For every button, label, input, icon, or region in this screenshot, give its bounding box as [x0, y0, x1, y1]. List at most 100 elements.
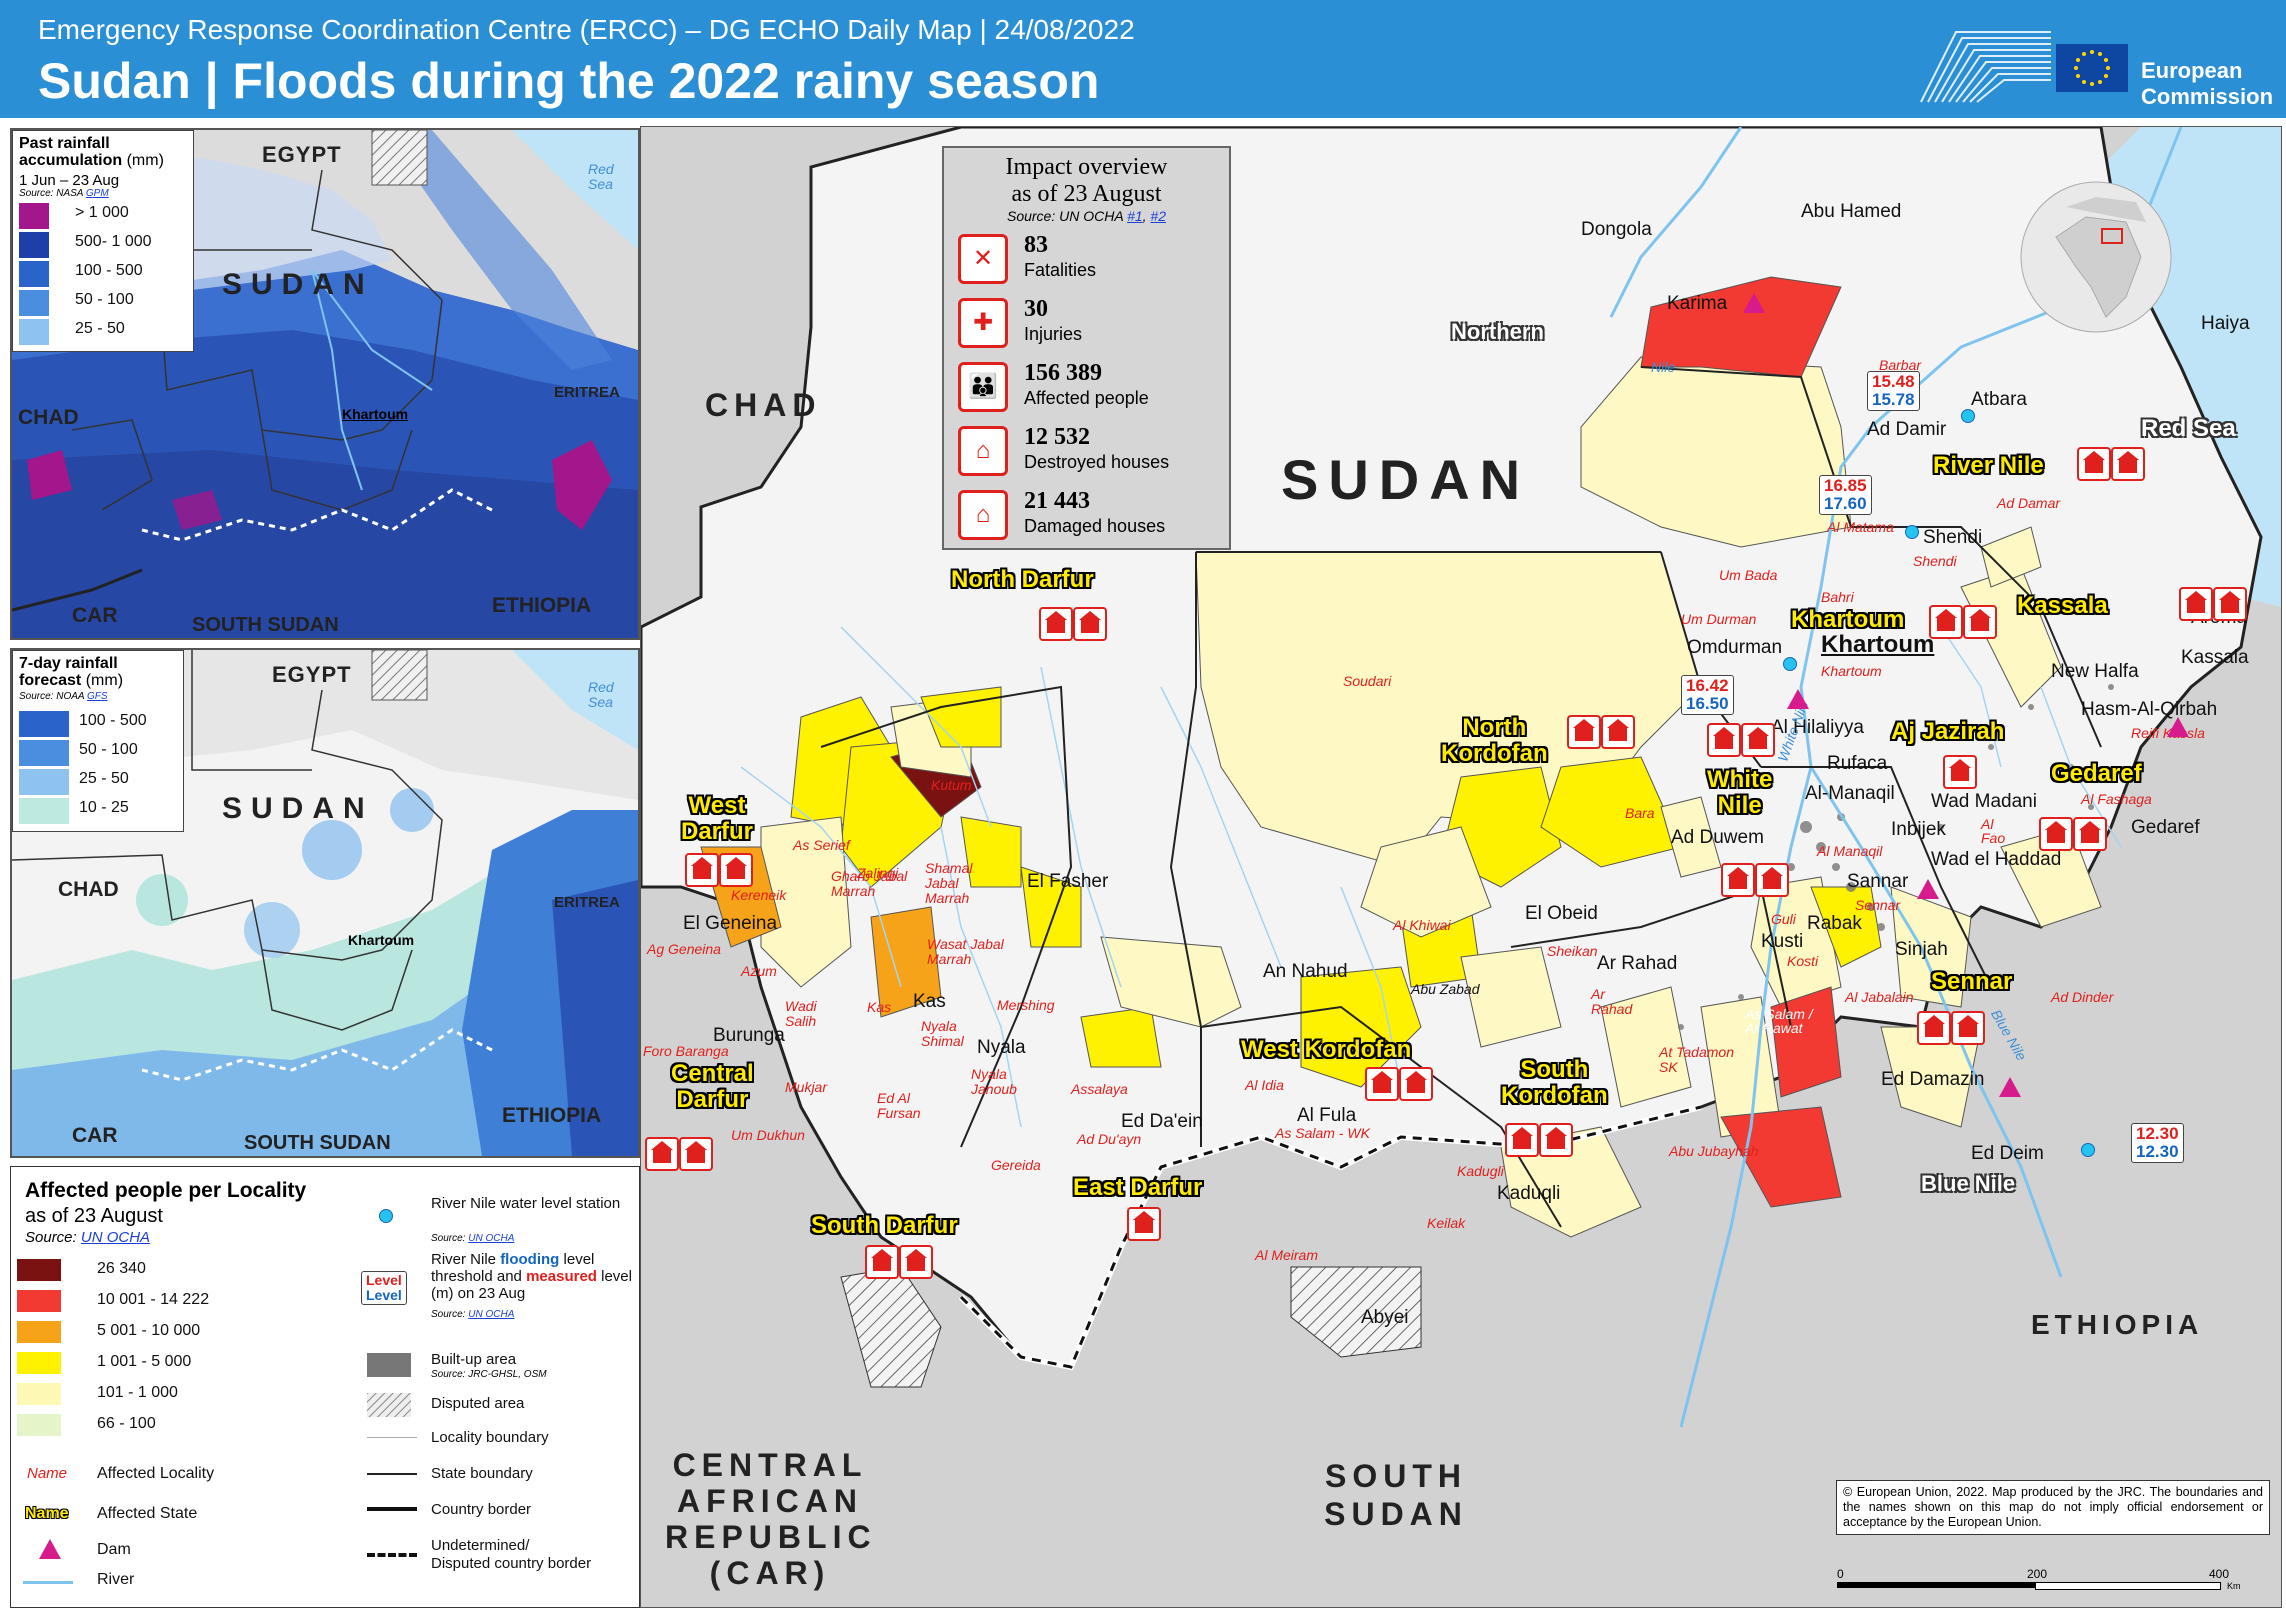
forecast-title: 7-day rainfall forecast [19, 655, 118, 689]
station-khartoum[interactable] [1783, 657, 1797, 671]
class-label: 50 - 100 [75, 291, 134, 308]
legend-station: River Nile water level station [431, 1195, 621, 1212]
impact-source-link-1[interactable]: #1 [1127, 208, 1143, 224]
forecast-rainfall-inset: 7-day rainfall forecast (mm) Source: NOA… [10, 648, 640, 1158]
destroyed-house-icon [1707, 723, 1741, 757]
loc-kosti: Kosti [1787, 953, 1819, 969]
legend-title: Affected people per Locality [25, 1179, 307, 1202]
impact-value: 156 389 [1024, 360, 1102, 386]
destroyed-house-icon [1721, 863, 1755, 897]
loc-mershing: Mershing [997, 997, 1055, 1013]
loc-keilak: Keilak [1427, 1215, 1466, 1231]
class-label: 25 - 50 [79, 770, 129, 787]
state-central-darfur-line2: Darfur [676, 1086, 749, 1113]
city-zalingi: Zalingi [857, 865, 899, 881]
city-new-halfa: New Halfa [2051, 661, 2139, 682]
destroyed-house-icon [2179, 587, 2213, 621]
city-burunga: Burunga [713, 1025, 785, 1046]
impact-source-link-2[interactable]: #2 [1150, 208, 1166, 224]
european-commission-logo: European Commission [1916, 22, 2273, 109]
legend-station-source: Source: UN OCHA [431, 1233, 514, 1244]
station-ed-deim[interactable] [2081, 1143, 2095, 1157]
past-rainfall-map [12, 130, 638, 638]
gfs-source-link[interactable]: GFS [87, 691, 108, 702]
destroyed-house-icon: ⌂ [958, 426, 1008, 476]
legend-level-source: Source: UN OCHA [431, 1309, 514, 1320]
flood-threshold-ed-deim: 12.30 [2136, 1124, 2179, 1143]
city-omdurman: Omdurman [1687, 637, 1783, 658]
dam-jebel-aulia[interactable] [1787, 689, 1809, 709]
inset1-egypt-label: EGYPT [262, 142, 342, 167]
legend-affected-state-sample: Name [25, 1505, 69, 1522]
loc-abu-zabad: Abu Zabad [1411, 981, 1480, 997]
legend-source-link[interactable]: UN OCHA [80, 1229, 151, 1246]
class-label: > 1 000 [75, 204, 129, 221]
city-abyei: Abyei [1361, 1307, 1409, 1328]
class-swatch [17, 1259, 61, 1281]
ec-logo-text: European Commission [2141, 58, 2273, 110]
city-rabak: Rabak [1807, 913, 1862, 934]
city-ed-damazin: Ed Damazin [1881, 1069, 1985, 1090]
dam-merowe[interactable] [1743, 293, 1765, 313]
inset2-red-sea-label: Red Sea [588, 679, 614, 710]
south-sudan-label-line1: SOUTH [1325, 1458, 1467, 1494]
impact-row: ✕ 83 Fatalities [958, 232, 1218, 289]
destroyed-house-icon [2077, 447, 2111, 481]
damaged-house-icon [1963, 605, 1997, 639]
past-rainfall-unit: (mm) [126, 152, 164, 169]
impact-title: Impact overview [1005, 154, 1168, 180]
loc-um-bada: Um Bada [1719, 567, 1778, 583]
loc-al-meiram: Al Meiram [1255, 1247, 1319, 1263]
loc-bara: Bara [1625, 805, 1655, 821]
station-shendi[interactable] [1905, 525, 1919, 539]
loc-abu-jubayhah: Abu Jubayhah [1669, 1143, 1759, 1159]
state-north-darfur: North Darfur [951, 566, 1094, 593]
city-dongola: Dongola [1581, 219, 1652, 240]
state-south-kordofan: South Kordofan [1501, 1057, 1608, 1109]
chad-country-label: CHAD [705, 387, 822, 423]
inset2-chad-label: CHAD [58, 878, 119, 901]
station-ad-damir[interactable] [1961, 409, 1975, 423]
class-swatch [19, 203, 49, 229]
car-label-line3: REPUBLIC [665, 1519, 877, 1555]
destroyed-house-icon [1039, 607, 1073, 641]
south-sudan-country-label: SOUTH SUDAN [1321, 1457, 1471, 1533]
dam-upper-atbara[interactable] [2167, 717, 2189, 737]
inset1-red-sea-label: Red Sea [588, 161, 614, 192]
legend-station-source-link[interactable]: UN OCHA [468, 1233, 515, 1244]
legend-level-source-link[interactable]: UN OCHA [468, 1309, 515, 1320]
loc-kereneik: Kereneik [731, 887, 787, 903]
destroyed-house-icon [645, 1137, 679, 1171]
legend-source-text: Source: [25, 1229, 77, 1246]
inset1-ethiopia-label: ETHIOPIA [492, 594, 592, 617]
damaged-house-icon [1601, 715, 1635, 749]
city-kassala: Kassala [2181, 647, 2249, 668]
ec-logo-text-line1: European [2141, 58, 2243, 83]
state-south-kordofan-line2: Kordofan [1501, 1082, 1608, 1109]
legend-country-border: Country border [431, 1501, 532, 1518]
destroyed-house-icon [2039, 817, 2073, 851]
flood-threshold-ad-damir: 15.48 [1872, 372, 1915, 391]
inset2-sudan-label: SUDAN [222, 792, 374, 825]
city-ed-daein: Ed Da'ein [1121, 1111, 1203, 1132]
loc-guli: Guli [1771, 911, 1796, 927]
loc-as-salam-wk: As Salam - WK [1275, 1125, 1370, 1141]
city-al-manaqil: Al-Manaqil [1805, 783, 1895, 804]
legend-level-text: River Nile flooding level threshold and … [431, 1251, 636, 1302]
state-sennar: Sennar [1931, 968, 2013, 995]
destroyed-house-icon [1917, 1011, 1951, 1045]
dam-roseires[interactable] [1999, 1077, 2021, 1097]
legend-level-sample: Level Level [361, 1271, 407, 1305]
class-swatch [17, 1321, 61, 1343]
impact-label: Injuries [1024, 324, 1083, 344]
dam-sennar[interactable] [1917, 879, 1939, 899]
loc-ad-duayn: Ad Du'ayn [1077, 1131, 1142, 1147]
city-el-geneina: El Geneina [683, 913, 778, 934]
gpm-source-link[interactable]: GPM [85, 188, 109, 199]
loc-wadi-salih: Wadi Salih [785, 998, 817, 1029]
class-swatch [19, 769, 69, 795]
class-label: 1 001 - 5 000 [97, 1353, 192, 1370]
fatalities-icon: ✕ [958, 234, 1008, 284]
car-country-label: CENTRAL AFRICAN REPUBLIC (CAR) [665, 1447, 875, 1591]
damaged-house-icon [2213, 587, 2247, 621]
